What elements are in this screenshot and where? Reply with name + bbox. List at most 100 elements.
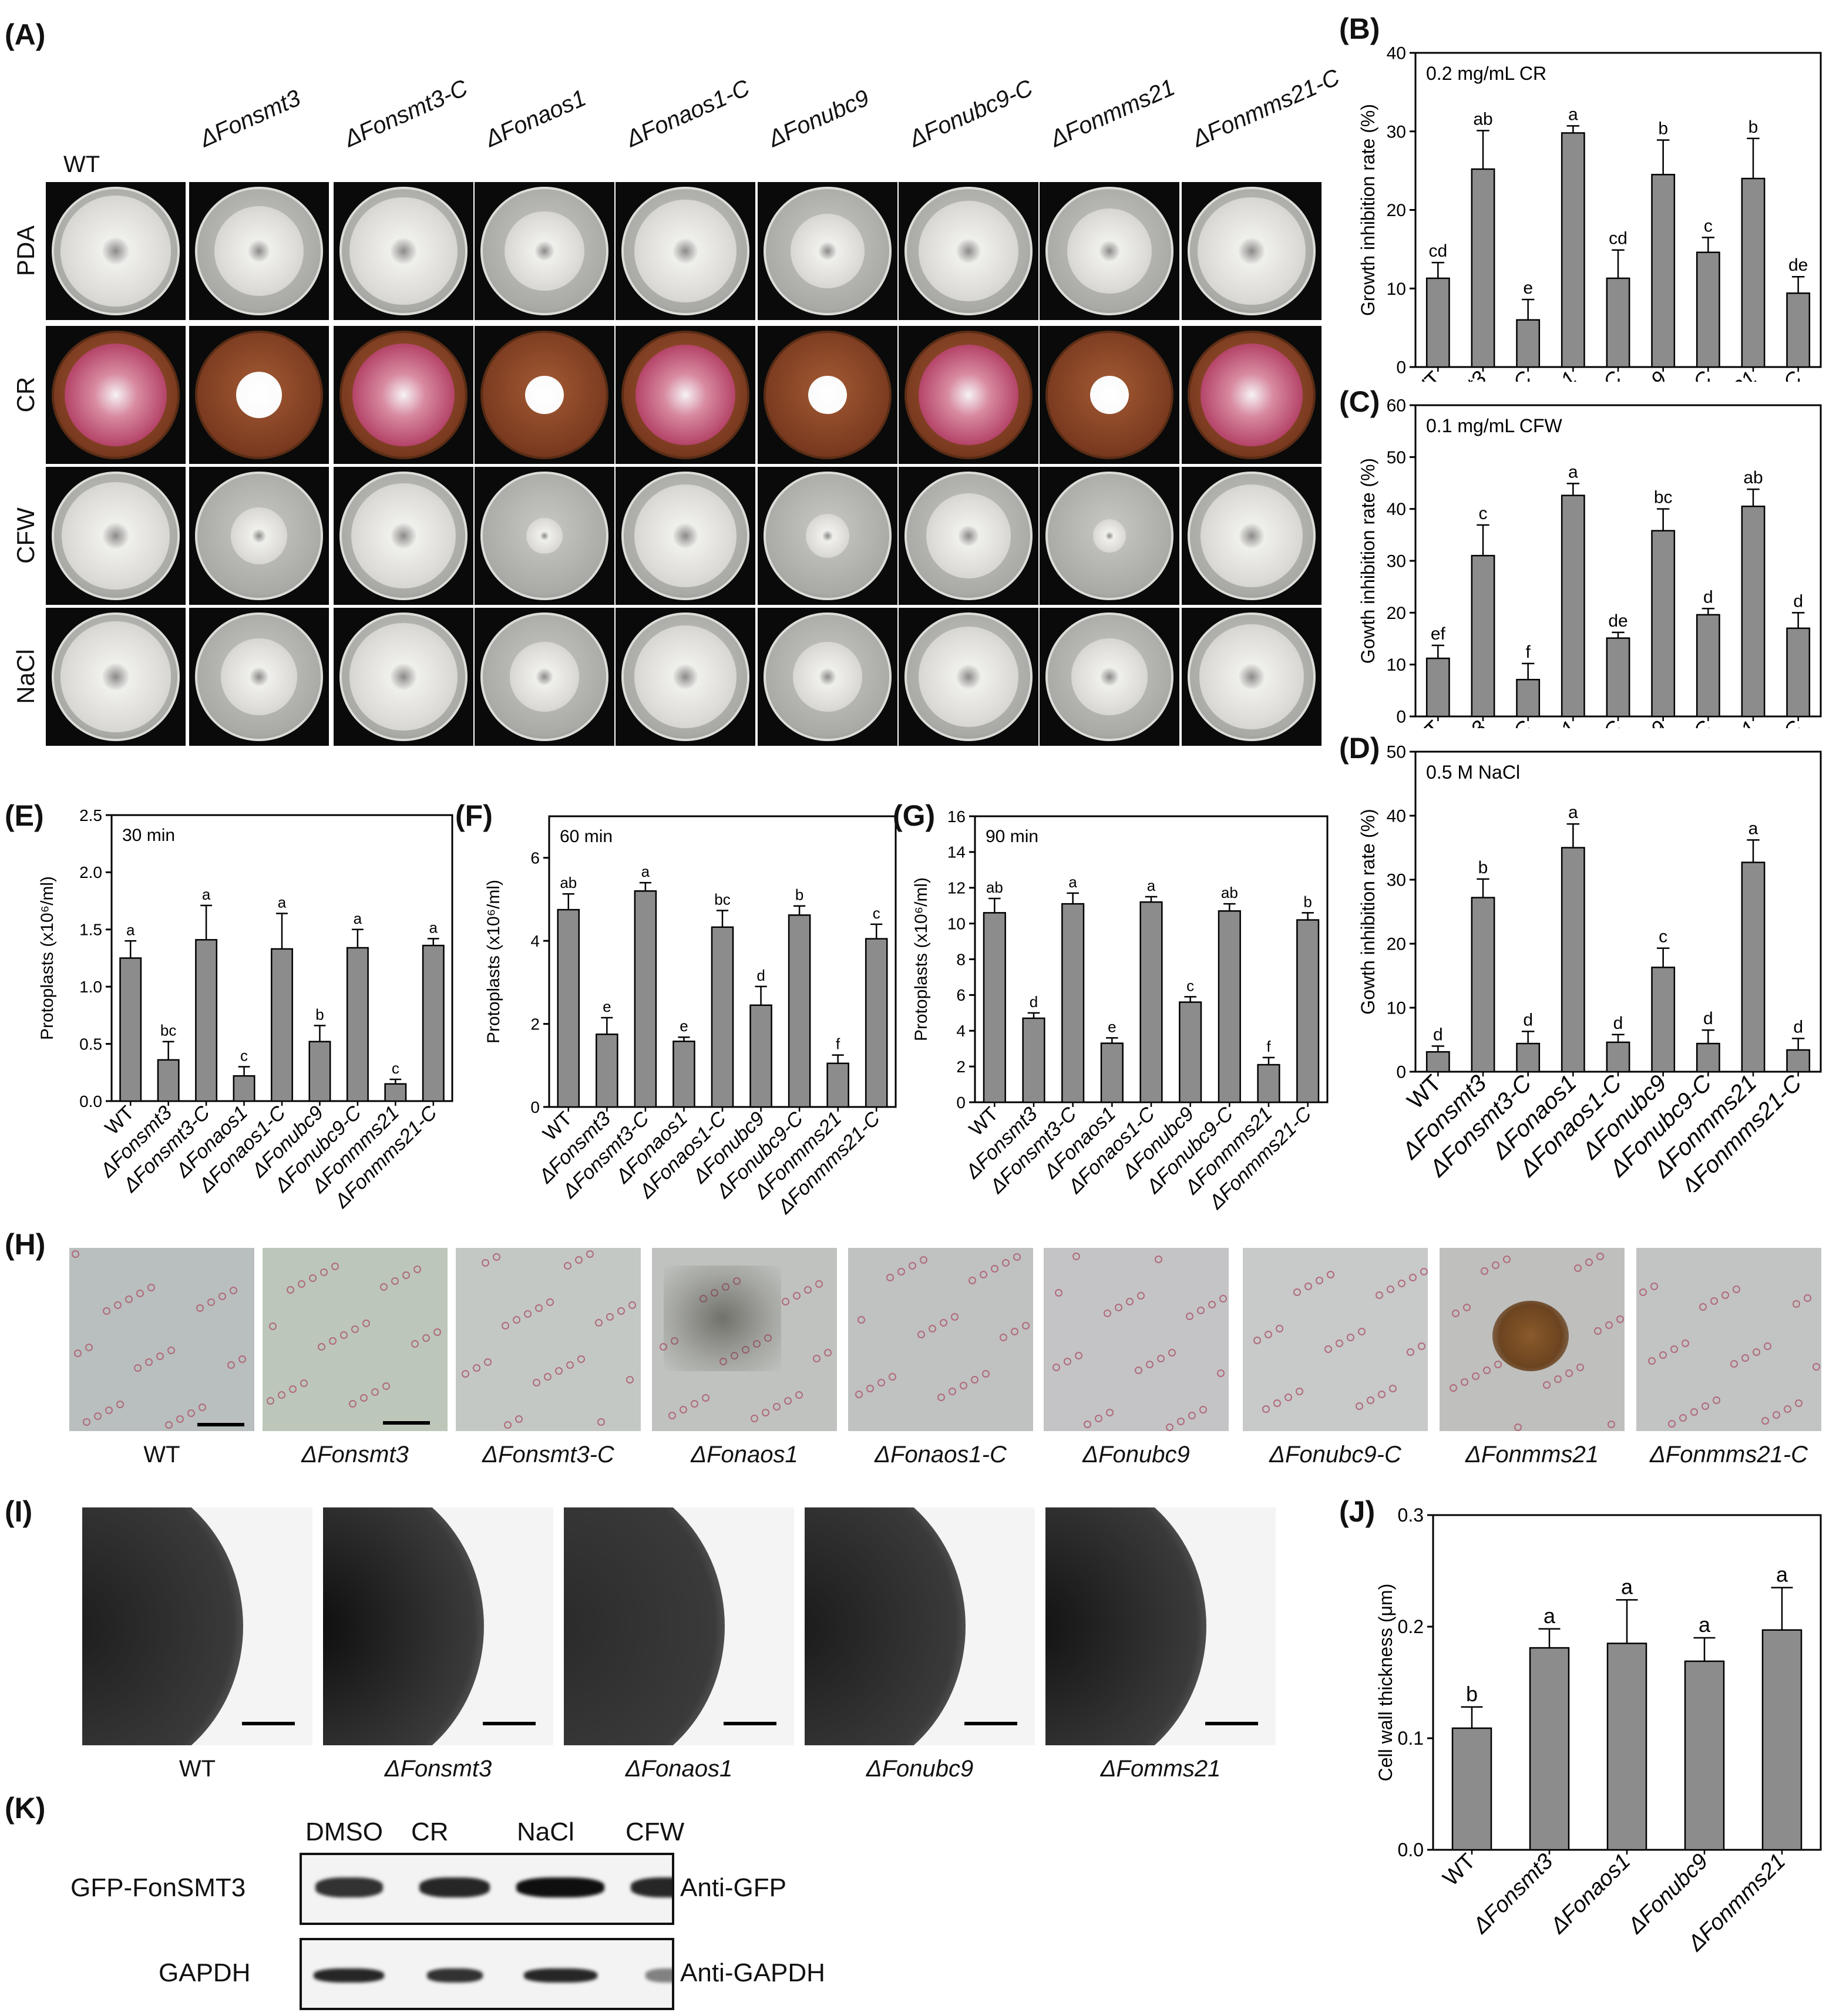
significance-letter: ab xyxy=(560,874,577,891)
protoplast xyxy=(575,1256,583,1264)
petri-dish xyxy=(480,187,608,315)
y-tick-label: 12 xyxy=(947,879,966,897)
fungal-colony xyxy=(1200,484,1303,588)
protoplast xyxy=(782,1298,789,1305)
panel-g-label: (G) xyxy=(893,799,936,832)
significance-letter: a xyxy=(1544,1604,1556,1628)
protoplast xyxy=(1387,1285,1394,1293)
protein-label: GAPDH xyxy=(159,1958,251,1987)
bar xyxy=(1651,174,1676,368)
protoplast xyxy=(626,1376,634,1384)
protoplast xyxy=(1011,1328,1018,1335)
protoplast xyxy=(145,1358,153,1366)
fungal-colony xyxy=(1198,197,1306,305)
fungal-colony xyxy=(351,483,456,589)
bar xyxy=(1606,637,1630,718)
bar xyxy=(1471,168,1495,368)
cell-cross-section xyxy=(564,1507,725,1745)
protoplast xyxy=(566,1361,574,1369)
cell-cross-section xyxy=(82,1507,244,1745)
strain-header: ΔFonubc9 xyxy=(764,85,873,153)
protoplast xyxy=(889,1373,896,1381)
chart-annotation: 0.2 mg/mL CR xyxy=(1426,63,1546,84)
protoplast xyxy=(165,1421,173,1429)
protoplast xyxy=(1407,1348,1414,1356)
significance-letter: d xyxy=(1793,1017,1803,1036)
y-tick-label: 0 xyxy=(530,1098,540,1116)
protoplast xyxy=(784,1397,792,1405)
protoplast xyxy=(1721,1291,1729,1299)
blot-strip xyxy=(300,1853,674,1925)
panel-j-label: (J) xyxy=(1339,1495,1376,1528)
significance-letter: c xyxy=(1479,504,1488,523)
protoplast xyxy=(1186,1312,1193,1320)
protoplast xyxy=(156,1352,164,1360)
protoplast xyxy=(1000,1334,1007,1341)
bar xyxy=(596,1034,618,1108)
protoplast xyxy=(1585,1258,1593,1266)
significance-letter: a xyxy=(1776,1563,1788,1587)
protoplast xyxy=(1104,1310,1111,1317)
protoplast xyxy=(329,1337,337,1345)
y-tick-label: 40 xyxy=(1387,500,1406,519)
protoplast xyxy=(546,1298,554,1306)
chart-d-inhibition-nacl: 0 10 20 30 40 50 Gowth inhibition rate (%) 0.5 … xyxy=(1357,743,1822,1192)
protoplast xyxy=(866,1385,874,1392)
petri-dish-photo xyxy=(46,326,186,464)
protoplast xyxy=(227,1361,235,1369)
protoplast xyxy=(980,1271,987,1278)
protoplast xyxy=(1481,1267,1488,1275)
protoplast xyxy=(1472,1372,1479,1380)
protoplast xyxy=(1639,1288,1647,1296)
cell-cross-section xyxy=(805,1507,966,1745)
bar xyxy=(1471,554,1495,718)
fungal-colony xyxy=(214,206,304,297)
protein-band xyxy=(645,1968,672,1983)
panel-k-label: (K) xyxy=(5,1792,46,1825)
significance-letter: e xyxy=(603,998,611,1015)
chart-b-inhibition-cr: 0 10 20 30 40 Growth inhibition rate (%) 0.2 m… xyxy=(1357,44,1822,382)
petri-dish-photo xyxy=(189,608,329,746)
chart-g-protoplasts-90min: 0 2 4 6 8 10 12 14 16 Protoplasts (x10⁶/ml) 90 min… xyxy=(912,807,1329,1214)
protoplast xyxy=(351,1325,359,1333)
significance-letter: f xyxy=(836,1035,840,1053)
protoplast xyxy=(1273,1399,1281,1407)
y-tick-label: 1.5 xyxy=(79,921,102,939)
fungal-colony xyxy=(1067,208,1152,294)
lane-label: CFW xyxy=(626,1818,685,1846)
y-tick-label: 50 xyxy=(1387,743,1406,762)
protoplast xyxy=(628,1301,636,1309)
y-tick-label: 4 xyxy=(530,932,540,950)
tem-micrograph xyxy=(323,1507,553,1745)
y-tick-label: 30 xyxy=(1387,871,1406,890)
significance-letter: a xyxy=(278,894,287,911)
bar xyxy=(1606,277,1630,368)
fungal-colony xyxy=(220,638,298,716)
protoplast xyxy=(564,1262,571,1270)
y-tick-label: 0 xyxy=(1396,708,1406,727)
significance-letter: a xyxy=(202,886,211,903)
significance-letter: a xyxy=(1568,462,1578,482)
protoplast xyxy=(544,1373,552,1381)
protoplast xyxy=(1576,1364,1584,1371)
protoplast xyxy=(597,1418,605,1426)
protoplast xyxy=(1358,1328,1366,1335)
protoplast xyxy=(1409,1274,1417,1281)
protoplast xyxy=(917,1331,925,1338)
panel-e-label: (E) xyxy=(5,799,44,832)
micrograph xyxy=(1044,1248,1229,1431)
protoplast xyxy=(1052,1364,1060,1371)
bar xyxy=(1139,901,1163,1103)
fungal-colony xyxy=(526,517,563,554)
significance-letter: d xyxy=(1523,1010,1533,1029)
protoplast xyxy=(1002,1259,1010,1267)
petri-dish-photo xyxy=(334,608,473,746)
protoplast xyxy=(606,1313,614,1321)
lane-label: NaCl xyxy=(517,1818,574,1846)
protoplast xyxy=(795,1391,803,1399)
y-tick-label: 2.0 xyxy=(79,863,102,881)
bar xyxy=(1100,1042,1124,1103)
bar xyxy=(1451,1727,1492,1851)
bar xyxy=(1516,319,1541,368)
protoplast xyxy=(484,1358,492,1366)
